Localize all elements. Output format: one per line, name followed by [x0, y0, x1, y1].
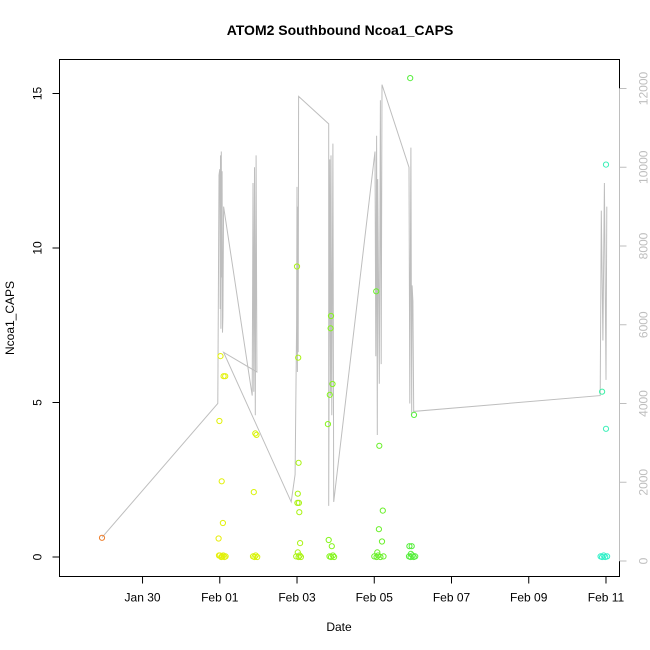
x-tick-label: Feb 03	[278, 591, 316, 605]
data-point	[250, 489, 257, 496]
data-point	[294, 549, 301, 556]
data-point	[373, 288, 380, 295]
data-point	[325, 536, 332, 544]
data-point	[602, 161, 610, 168]
data-point	[375, 526, 382, 533]
data-point	[295, 459, 302, 466]
data-point	[253, 431, 260, 438]
data-point	[326, 391, 333, 398]
data-point	[252, 430, 259, 437]
data-point	[602, 425, 610, 432]
data-point	[295, 354, 302, 361]
data-point	[373, 553, 380, 561]
data-point	[377, 553, 384, 561]
data-point	[293, 263, 301, 270]
y-right-tick-label: 8000	[637, 232, 650, 259]
data-point	[215, 535, 222, 542]
data-point	[222, 553, 229, 560]
data-point	[410, 411, 418, 418]
data-point	[216, 417, 223, 425]
data-point	[376, 442, 383, 449]
plot-frame	[59, 59, 620, 577]
x-axis-label: Date	[326, 620, 352, 634]
data-point	[251, 553, 258, 561]
data-point	[604, 553, 611, 560]
x-tick-label: Feb 07	[433, 591, 471, 605]
x-tick-label: Feb 09	[510, 591, 548, 605]
y-right-tick-label: 12000	[637, 71, 650, 105]
data-point	[600, 552, 607, 559]
data-point	[412, 553, 419, 560]
data-point	[296, 552, 303, 559]
data-point	[296, 509, 303, 516]
data-point	[254, 553, 261, 561]
left-axis-point-series	[98, 75, 611, 561]
series-line	[101, 84, 608, 538]
data-point	[327, 312, 335, 320]
y-axis-right: 0 2000 4000 6000 8000 10000 12000	[619, 71, 650, 564]
data-point	[295, 553, 302, 561]
y-right-tick-label: 10000	[637, 150, 650, 184]
y-left-tick-label: 0	[31, 553, 45, 560]
data-point	[406, 543, 413, 550]
data-point	[217, 353, 224, 360]
data-point	[218, 478, 225, 485]
data-point	[380, 553, 387, 560]
data-point	[294, 490, 301, 497]
y-axis-left: 0 5 10 15	[31, 87, 60, 560]
data-point	[407, 75, 414, 82]
x-axis: Jan 30 Feb 01 Feb 03 Feb 05 Feb 07 Feb 09 Feb …	[125, 576, 625, 605]
data-point	[329, 380, 336, 388]
data-point	[374, 549, 381, 556]
data-point	[329, 552, 336, 559]
data-point	[295, 499, 302, 506]
data-point	[599, 388, 606, 395]
y-right-tick-label: 4000	[637, 390, 650, 417]
y-right-tick-label: 6000	[637, 311, 650, 338]
chart-title: ATOM2 Southbound Ncoa1_CAPS	[227, 22, 454, 38]
y-left-tick-label: 10	[31, 241, 45, 255]
x-tick-label: Feb 05	[356, 591, 394, 605]
data-point	[378, 538, 386, 545]
data-point	[328, 543, 335, 550]
y-left-tick-label: 5	[31, 399, 45, 406]
y-right-tick-label: 2000	[637, 469, 650, 496]
data-point	[379, 507, 386, 514]
data-point	[297, 553, 304, 561]
y-right-tick-label: 0	[637, 557, 650, 564]
data-point	[219, 519, 226, 527]
data-point	[98, 534, 106, 541]
data-point	[327, 325, 334, 332]
data-point	[297, 540, 304, 547]
data-point	[222, 373, 229, 380]
x-tick-label: Feb 01	[201, 591, 239, 605]
x-tick-label: Jan 30	[125, 591, 161, 605]
right-axis-line-series	[101, 84, 608, 538]
data-point	[324, 421, 331, 428]
data-point	[408, 543, 415, 550]
x-tick-label: Feb 11	[588, 591, 625, 605]
data-point	[252, 552, 259, 559]
y-left-tick-label: 15	[31, 87, 45, 101]
y-axis-label: Ncoa1_CAPS	[3, 281, 17, 355]
data-point	[409, 552, 416, 559]
data-point	[331, 553, 338, 561]
